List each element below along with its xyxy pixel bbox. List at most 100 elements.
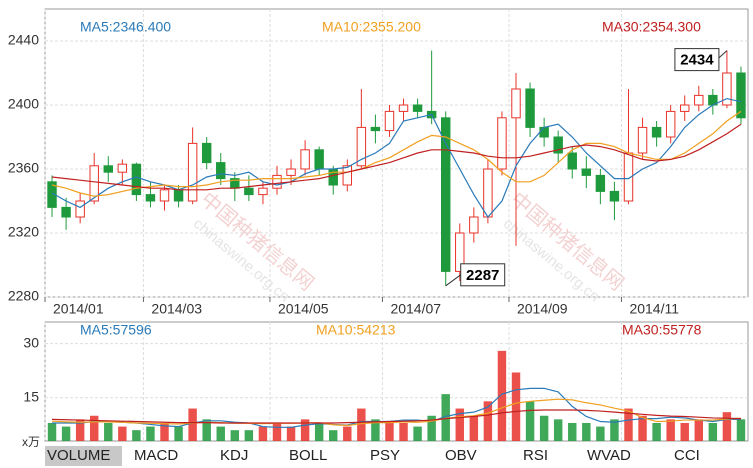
candle-body <box>665 110 676 138</box>
volume-bar <box>582 422 591 441</box>
y-tick-label: 2280 <box>8 288 39 304</box>
volume-bar <box>371 419 380 441</box>
tab[interactable]: OBV <box>445 447 477 464</box>
tab-active-bg <box>45 446 122 466</box>
ma-line <box>51 123 742 191</box>
x-tick-label: 2014/09 <box>517 301 568 317</box>
x-tick-label: 2014/03 <box>151 301 202 317</box>
volume-bar <box>708 422 718 441</box>
tab[interactable]: PSY <box>370 447 400 464</box>
annotation-text: 2434 <box>680 52 714 69</box>
volume-bar <box>89 415 99 441</box>
volume-bar <box>469 415 479 441</box>
legend-entry: MA10:54213 <box>316 322 396 338</box>
volume-bar <box>272 422 282 441</box>
volume-bar <box>525 401 535 441</box>
candle-body <box>412 104 423 112</box>
candle-body <box>525 88 535 128</box>
candle-body <box>722 72 732 106</box>
volume-bar <box>329 430 338 441</box>
volume-bar <box>553 419 563 441</box>
candle-body <box>75 200 85 218</box>
volume-bar <box>343 426 352 441</box>
candle-body <box>567 152 577 170</box>
volume-bar <box>680 422 689 441</box>
volume-bar <box>497 350 507 441</box>
volume-bar <box>722 412 732 441</box>
candle-body <box>637 126 648 154</box>
candle-body <box>553 136 563 154</box>
volume-bar <box>652 422 661 441</box>
candle-body <box>173 189 184 202</box>
volume-bar <box>132 430 141 441</box>
ma-line <box>51 110 742 197</box>
volume-bar <box>666 419 675 441</box>
candle-body <box>595 174 606 192</box>
x-tick-label: 2014/11 <box>629 301 679 317</box>
volume-bar <box>61 426 71 441</box>
volume-bar <box>610 419 619 441</box>
volume-bar <box>104 422 113 441</box>
candle-body <box>145 194 156 202</box>
volume-bar <box>188 408 197 441</box>
candle-body <box>272 174 282 189</box>
candle-body <box>159 189 170 202</box>
volume-bar <box>357 408 366 441</box>
legend-entry: MA30:2354.300 <box>602 19 701 35</box>
volume-bar <box>413 426 422 441</box>
candle-body <box>455 232 465 272</box>
tab[interactable]: MACD <box>134 447 178 464</box>
volume-bar <box>399 422 408 441</box>
candle-body <box>201 142 212 164</box>
volume-bar <box>258 426 268 441</box>
ma-line <box>51 398 742 427</box>
candle-body <box>609 190 620 202</box>
volume-bar <box>75 419 85 441</box>
volume-bar <box>736 419 746 441</box>
candle-body <box>581 168 592 176</box>
candle-body <box>483 168 493 218</box>
candle-body <box>103 165 113 173</box>
y-tick-label: 2360 <box>8 160 39 176</box>
annotation-box <box>460 263 506 287</box>
x-tick-label: 2014/07 <box>390 301 441 317</box>
candle-body <box>117 163 128 173</box>
volume-bar <box>118 426 127 441</box>
tab[interactable]: WVAD <box>587 447 631 464</box>
volume-bar <box>427 415 436 441</box>
volume-bar <box>202 419 211 441</box>
tab[interactable]: RSI <box>523 447 548 464</box>
volume-bar <box>568 422 577 441</box>
volume-bar <box>47 422 57 441</box>
volume-bar <box>385 422 394 441</box>
candle-body <box>61 206 71 218</box>
candle-body <box>539 126 549 138</box>
tab[interactable]: KDJ <box>220 447 248 464</box>
candle-body <box>651 126 662 138</box>
x-tick-label: 2014/05 <box>278 301 329 317</box>
unit-label: x万 <box>22 435 40 449</box>
volume-bar <box>244 430 254 441</box>
candle-body <box>131 163 142 196</box>
candle-body <box>314 149 324 170</box>
plot-frame <box>44 321 749 442</box>
volume-bar <box>160 422 169 441</box>
y-tick-label: 2400 <box>8 96 39 112</box>
annotation-leader <box>445 274 462 287</box>
candle-body <box>736 72 746 119</box>
annotation-box <box>674 48 720 72</box>
volume-bar <box>624 408 633 441</box>
tab[interactable]: VOLUME <box>47 447 110 464</box>
candle-body <box>47 181 57 208</box>
ma-line <box>52 409 741 424</box>
tab[interactable]: CCI <box>674 447 700 464</box>
volume-bar <box>286 426 296 441</box>
legend-entry: MA5:57596 <box>80 322 152 338</box>
volume-bar <box>511 372 521 441</box>
volume-bar <box>694 419 704 441</box>
candle-body <box>440 117 451 272</box>
volume-bar <box>216 426 225 441</box>
volume-bar <box>174 426 183 441</box>
tab[interactable]: BOLL <box>289 447 327 464</box>
